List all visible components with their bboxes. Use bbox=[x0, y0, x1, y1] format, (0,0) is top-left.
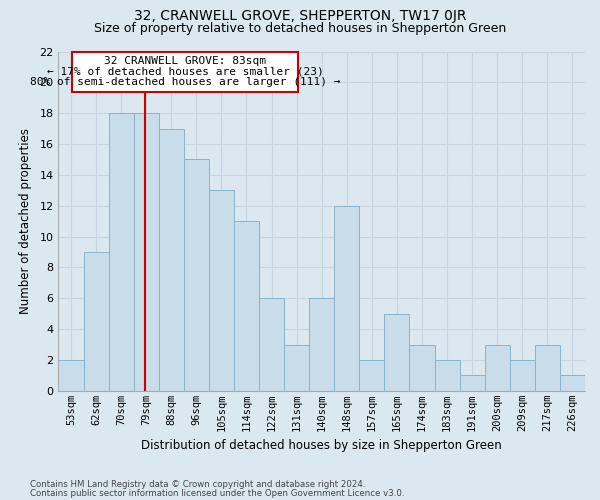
Bar bbox=[409, 344, 434, 391]
Bar bbox=[209, 190, 234, 391]
Bar bbox=[284, 344, 309, 391]
X-axis label: Distribution of detached houses by size in Shepperton Green: Distribution of detached houses by size … bbox=[142, 440, 502, 452]
Bar bbox=[535, 344, 560, 391]
Text: 80% of semi-detached houses are larger (111) →: 80% of semi-detached houses are larger (… bbox=[30, 78, 340, 88]
Bar bbox=[159, 128, 184, 391]
Bar bbox=[385, 314, 409, 391]
Text: 32 CRANWELL GROVE: 83sqm: 32 CRANWELL GROVE: 83sqm bbox=[104, 56, 266, 66]
Bar bbox=[485, 344, 510, 391]
Text: Contains public sector information licensed under the Open Government Licence v3: Contains public sector information licen… bbox=[30, 488, 404, 498]
FancyBboxPatch shape bbox=[72, 52, 298, 92]
Bar bbox=[510, 360, 535, 391]
Bar bbox=[309, 298, 334, 391]
Text: ← 17% of detached houses are smaller (23): ← 17% of detached houses are smaller (23… bbox=[47, 66, 323, 76]
Bar bbox=[184, 160, 209, 391]
Bar bbox=[134, 113, 159, 391]
Bar bbox=[259, 298, 284, 391]
Y-axis label: Number of detached properties: Number of detached properties bbox=[19, 128, 32, 314]
Bar bbox=[234, 221, 259, 391]
Text: Size of property relative to detached houses in Shepperton Green: Size of property relative to detached ho… bbox=[94, 22, 506, 35]
Text: Contains HM Land Registry data © Crown copyright and database right 2024.: Contains HM Land Registry data © Crown c… bbox=[30, 480, 365, 489]
Text: 32, CRANWELL GROVE, SHEPPERTON, TW17 0JR: 32, CRANWELL GROVE, SHEPPERTON, TW17 0JR bbox=[134, 9, 466, 23]
Bar bbox=[460, 376, 485, 391]
Bar bbox=[560, 376, 585, 391]
Bar bbox=[58, 360, 83, 391]
Bar bbox=[434, 360, 460, 391]
Bar bbox=[359, 360, 385, 391]
Bar bbox=[83, 252, 109, 391]
Bar bbox=[334, 206, 359, 391]
Bar bbox=[109, 113, 134, 391]
